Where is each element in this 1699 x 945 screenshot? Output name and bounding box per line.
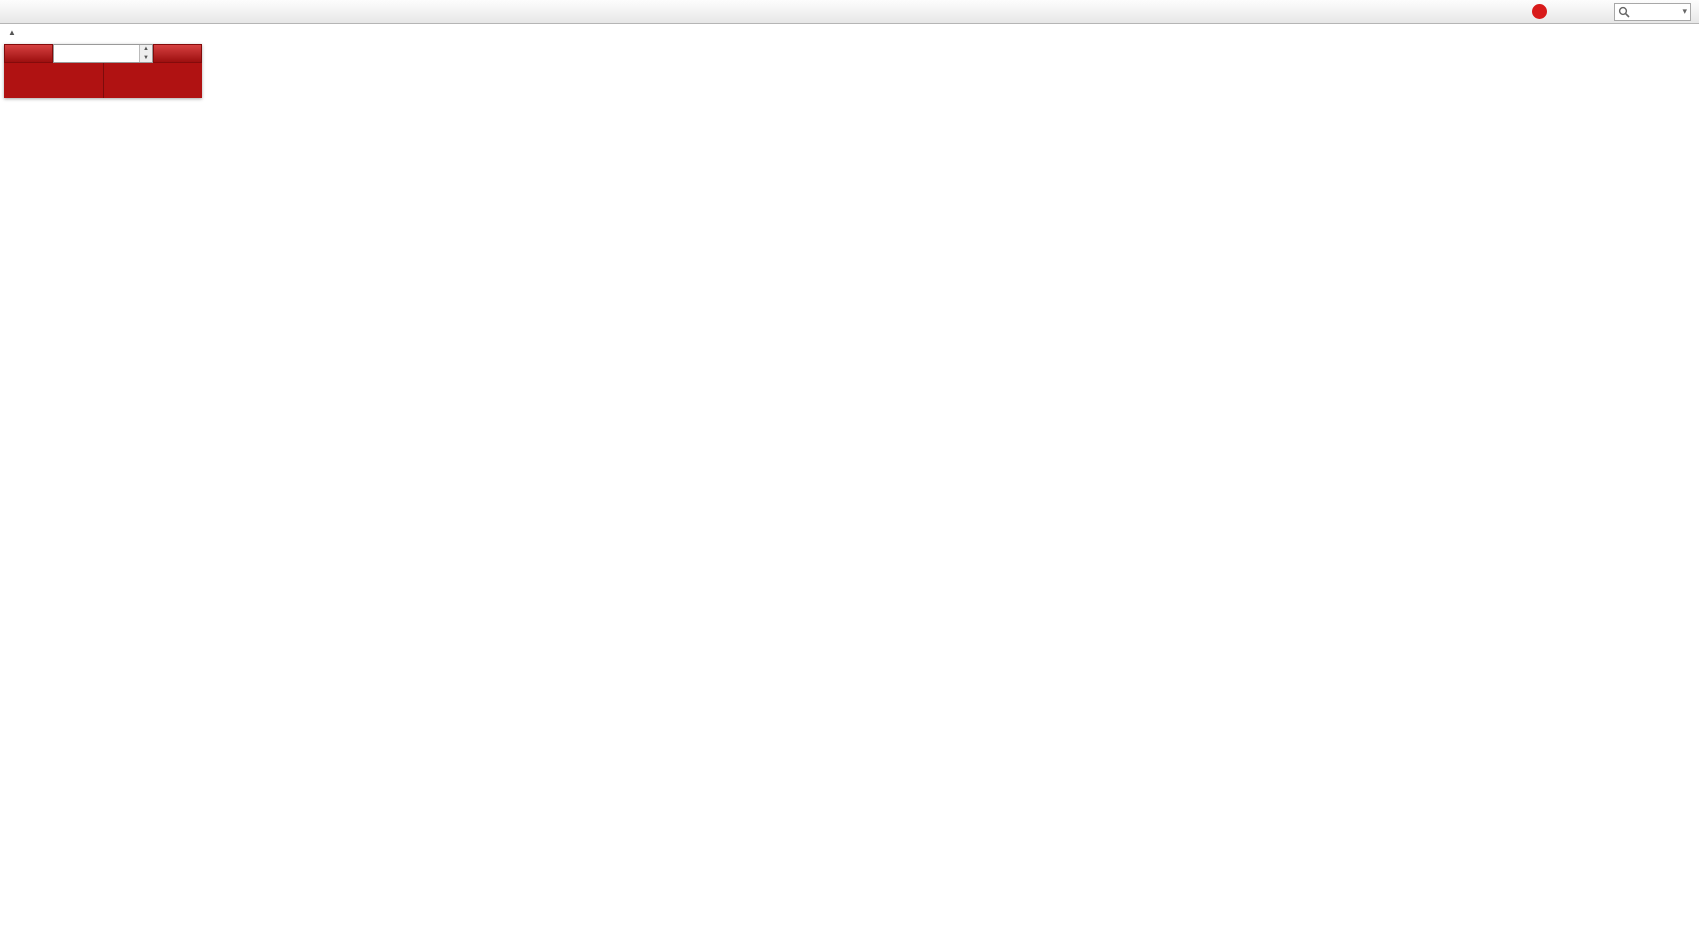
buy-price[interactable] [104, 63, 203, 98]
trade-controls-row: ▲ ▼ [4, 44, 202, 63]
collapse-icon[interactable]: ▲ [8, 28, 16, 37]
price-divider [102, 63, 104, 98]
trade-prices-row [4, 63, 202, 98]
buy-button[interactable] [153, 44, 202, 63]
search-input[interactable] [1632, 5, 1681, 18]
symbol-title: ▲ [8, 28, 26, 37]
search-icon [1619, 6, 1631, 18]
search-dropdown-icon[interactable]: ▾ [1682, 6, 1687, 16]
sell-button[interactable] [4, 44, 53, 63]
volume-field: ▲ ▼ [53, 44, 153, 63]
volume-stepper[interactable]: ▲ ▼ [139, 45, 152, 62]
toolbar: ▾ [0, 0, 1699, 24]
one-click-trading-widget: ▲ ▼ [4, 44, 202, 98]
search-box: ▾ [1614, 2, 1691, 21]
chart-area[interactable]: ▲ ▲ ▼ [0, 24, 1699, 945]
volume-input[interactable] [54, 45, 139, 62]
sell-price[interactable] [4, 63, 103, 98]
notification-badge[interactable] [1532, 4, 1548, 19]
volume-down-icon[interactable]: ▼ [140, 53, 152, 62]
volume-up-icon[interactable]: ▲ [140, 45, 152, 54]
price-chart[interactable] [0, 24, 1699, 945]
